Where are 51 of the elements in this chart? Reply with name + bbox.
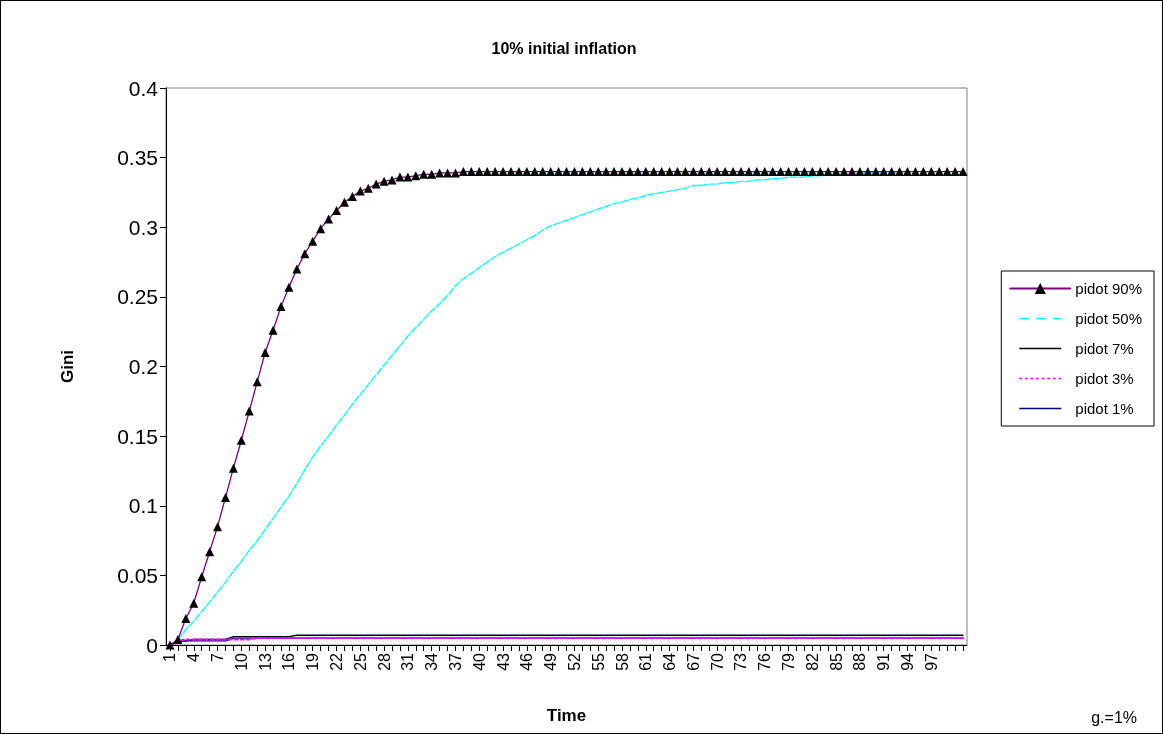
x-tick-label: 19	[304, 652, 322, 671]
y-tick-label: 0.05	[117, 563, 158, 587]
legend-label: pidot 50%	[1075, 310, 1142, 327]
x-tick-label: 67	[684, 652, 702, 671]
x-axis-title: Time	[546, 706, 587, 725]
y-tick-label: 0.3	[128, 215, 158, 239]
x-tick-label: 58	[613, 652, 631, 671]
x-tick-label: 91	[875, 652, 893, 671]
x-tick-label: 55	[589, 652, 607, 671]
x-tick-label: 70	[708, 652, 726, 671]
x-tick-label: 28	[375, 652, 393, 671]
y-tick-label: 0.25	[117, 285, 158, 309]
x-tick-label: 94	[899, 652, 917, 671]
x-tick-label: 49	[542, 652, 560, 671]
y-tick-label: 0.35	[117, 146, 158, 170]
x-tick-label: 88	[851, 652, 869, 671]
y-tick-label: 0	[146, 633, 158, 657]
y-tick-label: 0.2	[128, 355, 158, 378]
x-tick-label: 46	[518, 652, 536, 671]
text: g.=1%	[1091, 708, 1137, 726]
x-tick-label: 37	[446, 652, 464, 671]
x-tick-label: 43	[494, 652, 512, 671]
x-tick-label: 73	[732, 652, 750, 671]
y-tick-label: 0.1	[128, 494, 158, 518]
x-tick-label: 61	[637, 652, 655, 671]
x-tick-label: 34	[423, 652, 441, 671]
x-tick-label: 4	[185, 652, 203, 662]
x-tick-label: 22	[328, 652, 346, 671]
x-tick-label: 31	[399, 652, 417, 671]
x-tick-label: 76	[756, 652, 774, 671]
x-tick-label: 52	[565, 652, 583, 671]
x-tick-label: 97	[922, 652, 940, 671]
chart-title: 10% initial inflation	[491, 39, 637, 57]
x-tick-label: 13	[256, 652, 274, 671]
x-tick-label: 16	[280, 652, 298, 671]
x-tick-label: 79	[780, 652, 798, 671]
x-tick-label: 82	[803, 652, 821, 671]
x-tick-label: 64	[661, 652, 679, 671]
legend-label: pidot 7%	[1075, 340, 1134, 357]
x-tick-label: 85	[827, 652, 845, 671]
x-tick-label: 25	[351, 652, 369, 671]
legend-label: pidot 90%	[1075, 280, 1142, 297]
x-tick-label: 1	[161, 652, 179, 662]
y-tick-label: 0.4	[128, 76, 159, 100]
x-tick-label: 40	[470, 652, 488, 671]
y-tick-label: 0.15	[117, 424, 158, 448]
x-tick-label: 10	[232, 652, 250, 671]
legend-label: pidot 1%	[1075, 400, 1134, 417]
y-axis-title: Gini	[58, 349, 77, 384]
legend-label: pidot 3%	[1075, 370, 1134, 387]
x-tick-label: 7	[209, 652, 227, 662]
